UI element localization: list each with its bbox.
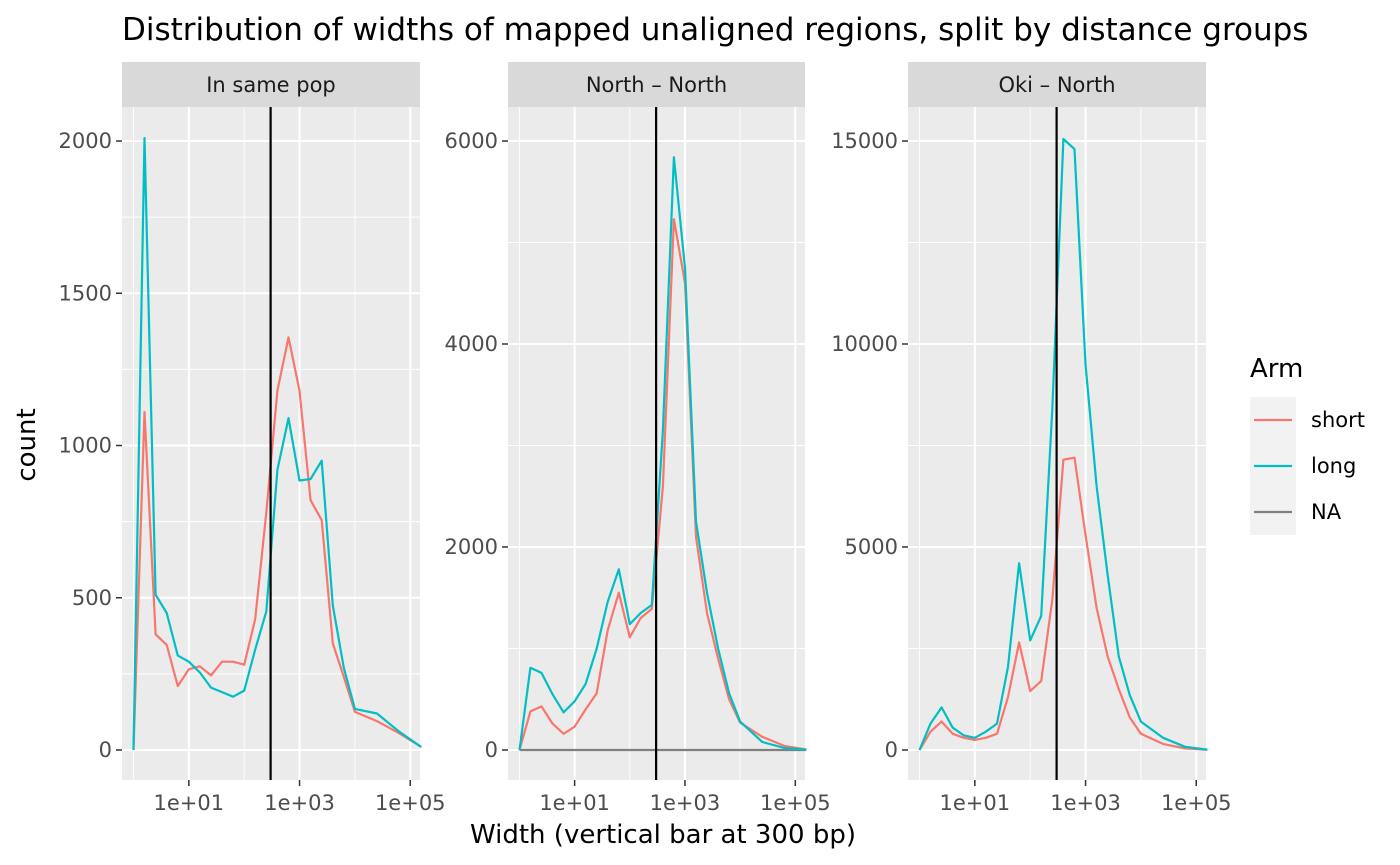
y-tick-label: 15000	[831, 129, 898, 153]
y-tick-label: 1000	[59, 434, 112, 458]
x-tick-label: 1e+01	[940, 791, 1011, 815]
chart-title: Distribution of widths of mapped unalign…	[122, 12, 1308, 48]
y-tick-label: 0	[885, 738, 898, 762]
panels: 0 500 1000 1500 2000 1e+01 1e+03 1e+05 In same p…	[59, 62, 1232, 815]
y-tick-label: 10000	[831, 332, 898, 356]
x-axis-title: Width (vertical bar at 300 bp)	[470, 820, 856, 850]
facet-label: Oki – North	[998, 73, 1115, 97]
series-line-long	[132, 136, 422, 751]
series-line-long	[518, 156, 807, 751]
legend: Arm short long NA	[1250, 354, 1365, 535]
facet-label: North – North	[586, 73, 727, 97]
panel-2: 0 2000 4000 6000 1e+01 1e+03 1e+05 North – Nort…	[445, 62, 831, 815]
y-tick-label: 1500	[59, 281, 112, 305]
y-tick-label: 6000	[445, 129, 498, 153]
legend-label: short	[1311, 408, 1365, 432]
series-line-short	[518, 218, 807, 751]
y-tick-label: 500	[72, 586, 112, 610]
facet-strip	[508, 62, 805, 107]
x-tick-label: 1e+01	[154, 791, 225, 815]
facet-strip	[122, 62, 420, 107]
x-tick-label: 1e+01	[539, 791, 610, 815]
x-tick-label: 1e+03	[650, 791, 721, 815]
series-line-long	[918, 137, 1208, 751]
y-tick-label: 2000	[59, 129, 112, 153]
panel-1: 0 500 1000 1500 2000 1e+01 1e+03 1e+05 In same p…	[59, 62, 446, 815]
legend-title: Arm	[1250, 354, 1303, 384]
facet-strip	[908, 62, 1206, 107]
x-tick-label: 1e+05	[375, 791, 446, 815]
series-line-short	[918, 456, 1208, 751]
y-axis-title: count	[12, 408, 42, 481]
y-tick-label: 4000	[445, 332, 498, 356]
panel-3: 0 5000 10000 15000 1e+01 1e+03 1e+05 Oki – Nort…	[831, 62, 1232, 815]
series-line-short	[132, 336, 422, 751]
legend-label: NA	[1311, 500, 1342, 524]
x-tick-label: 1e+05	[1161, 791, 1232, 815]
x-tick-label: 1e+05	[760, 791, 831, 815]
legend-label: long	[1311, 454, 1356, 478]
facet-label: In same pop	[206, 73, 336, 97]
y-tick-label: 2000	[445, 535, 498, 559]
x-tick-label: 1e+03	[264, 791, 335, 815]
y-tick-label: 0	[99, 738, 112, 762]
y-tick-label: 0	[485, 738, 498, 762]
y-tick-label: 5000	[845, 535, 898, 559]
x-tick-label: 1e+03	[1050, 791, 1121, 815]
